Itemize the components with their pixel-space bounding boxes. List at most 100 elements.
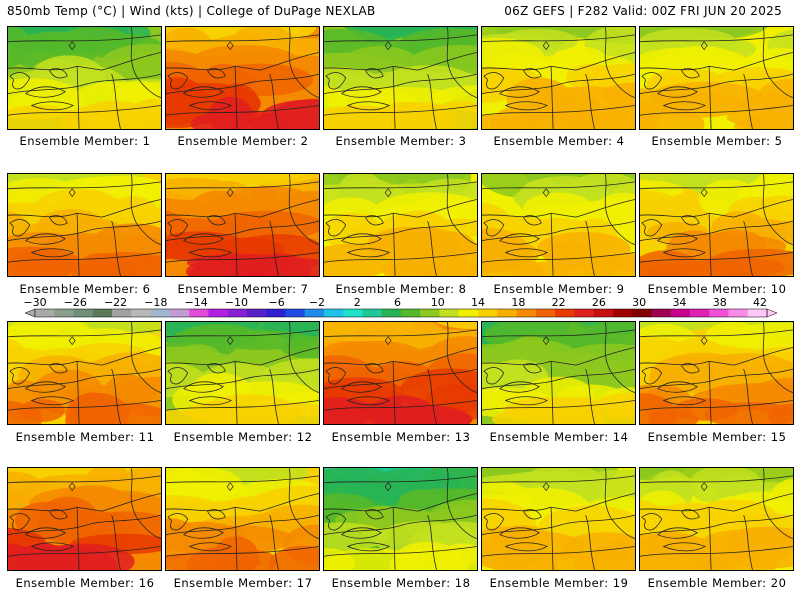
member-caption: Ensemble Member: 7 — [177, 282, 309, 296]
geography-lines — [640, 322, 793, 424]
colorbar-tick-label: 18 — [511, 296, 525, 309]
colorbar-swatch — [112, 309, 132, 317]
colorbar-tick-label: 6 — [394, 296, 401, 309]
station-marker-icon — [384, 41, 392, 51]
member-caption: Ensemble Member: 11 — [15, 430, 155, 444]
colorbar-swatch — [728, 309, 749, 317]
colorbar-swatch — [189, 309, 209, 317]
colorbar-swatch — [92, 309, 113, 317]
station-marker-icon — [226, 482, 234, 492]
colorbar-swatch — [169, 309, 190, 317]
colorbar-swatch — [381, 309, 402, 317]
colorbar-left-arrow — [24, 308, 36, 318]
member-caption: Ensemble Member: 15 — [647, 430, 787, 444]
colorbar-swatch — [478, 309, 498, 317]
member-caption: Ensemble Member: 8 — [335, 282, 467, 296]
colorbar-swatch — [246, 309, 267, 317]
colorbar-swatch — [208, 309, 228, 317]
geography-lines — [640, 27, 793, 129]
station-marker-icon — [700, 188, 708, 198]
colorbar-tick-label: −30 — [23, 296, 46, 309]
colorbar-tick-label: −10 — [225, 296, 248, 309]
ensemble-map-15 — [639, 321, 794, 425]
geography-lines — [166, 174, 319, 276]
colorbar-swatch — [304, 309, 325, 317]
colorbar-swatch — [439, 309, 460, 317]
colorbar-swatch — [497, 309, 517, 317]
member-caption: Ensemble Member: 17 — [173, 576, 313, 590]
colorbar-tick-label: 14 — [471, 296, 485, 309]
colorbar-swatch — [73, 309, 94, 317]
colorbar-swatch — [54, 309, 74, 317]
station-marker-icon — [68, 336, 76, 346]
ensemble-map-7 — [165, 173, 320, 277]
station-marker-icon — [68, 188, 76, 198]
ensemble-map-18 — [323, 467, 478, 571]
station-marker-icon — [384, 336, 392, 346]
run-info: 06Z GEFS | F282 Valid: 00Z FRI JUN 20 20… — [504, 4, 782, 18]
member-caption: Ensemble Member: 20 — [647, 576, 787, 590]
member-caption: Ensemble Member: 10 — [647, 282, 787, 296]
geography-lines — [482, 27, 635, 129]
ensemble-map-17 — [165, 467, 320, 571]
colorbar-swatch — [670, 309, 691, 317]
colorbar-tick-label: −22 — [104, 296, 127, 309]
colorbar-swatch — [555, 309, 575, 317]
station-marker-icon — [700, 336, 708, 346]
colorbar-tick-label: 38 — [713, 296, 727, 309]
member-caption: Ensemble Member: 3 — [335, 134, 467, 148]
temperature-colorbar: −30 −26 −22 −18 −14 −10 −6 −2 2 6 10 14 18 22 26 30 34 38… — [23, 296, 778, 318]
colorbar-tick-label: 2 — [354, 296, 361, 309]
geography-lines — [482, 174, 635, 276]
ensemble-map-20 — [639, 467, 794, 571]
colorbar-swatch — [458, 309, 479, 317]
member-caption: Ensemble Member: 1 — [19, 134, 151, 148]
member-caption: Ensemble Member: 9 — [493, 282, 625, 296]
geography-lines — [8, 322, 161, 424]
geography-lines — [324, 468, 477, 570]
colorbar-tick-label: −6 — [269, 296, 285, 309]
member-caption: Ensemble Member: 12 — [173, 430, 313, 444]
colorbar-tick-label: 26 — [592, 296, 606, 309]
colorbar-swatch — [651, 309, 671, 317]
member-caption: Ensemble Member: 2 — [177, 134, 309, 148]
colorbar-swatch — [343, 309, 363, 317]
member-caption: Ensemble Member: 18 — [331, 576, 471, 590]
colorbar-swatch — [362, 309, 383, 317]
station-marker-icon — [542, 188, 550, 198]
colorbar-swatch — [593, 309, 614, 317]
station-marker-icon — [226, 336, 234, 346]
ensemble-map-2 — [165, 26, 320, 130]
station-marker-icon — [700, 41, 708, 51]
colorbar-tick-label: 10 — [431, 296, 445, 309]
colorbar-swatch — [747, 309, 768, 317]
station-marker-icon — [384, 482, 392, 492]
ensemble-map-9 — [481, 173, 636, 277]
geography-lines — [8, 174, 161, 276]
colorbar-swatch — [535, 309, 556, 317]
colorbar-swatch — [420, 309, 440, 317]
colorbar-swatch — [632, 309, 652, 317]
colorbar-swatch — [689, 309, 710, 317]
colorbar-swatch — [266, 309, 286, 317]
ensemble-map-6 — [7, 173, 162, 277]
ensemble-map-8 — [323, 173, 478, 277]
station-marker-icon — [542, 41, 550, 51]
member-caption: Ensemble Member: 5 — [651, 134, 783, 148]
ensemble-map-4 — [481, 26, 636, 130]
geography-lines — [324, 322, 477, 424]
geography-lines — [8, 468, 161, 570]
colorbar-tick-label: 22 — [552, 296, 566, 309]
station-marker-icon — [68, 41, 76, 51]
ensemble-map-3 — [323, 26, 478, 130]
colorbar-swatch — [516, 309, 537, 317]
colorbar-swatch — [35, 309, 55, 317]
geography-lines — [324, 174, 477, 276]
ensemble-map-11 — [7, 321, 162, 425]
ensemble-map-10 — [639, 173, 794, 277]
member-caption: Ensemble Member: 16 — [15, 576, 155, 590]
station-marker-icon — [542, 336, 550, 346]
colorbar-swatch — [401, 309, 421, 317]
station-marker-icon — [384, 188, 392, 198]
station-marker-icon — [542, 482, 550, 492]
